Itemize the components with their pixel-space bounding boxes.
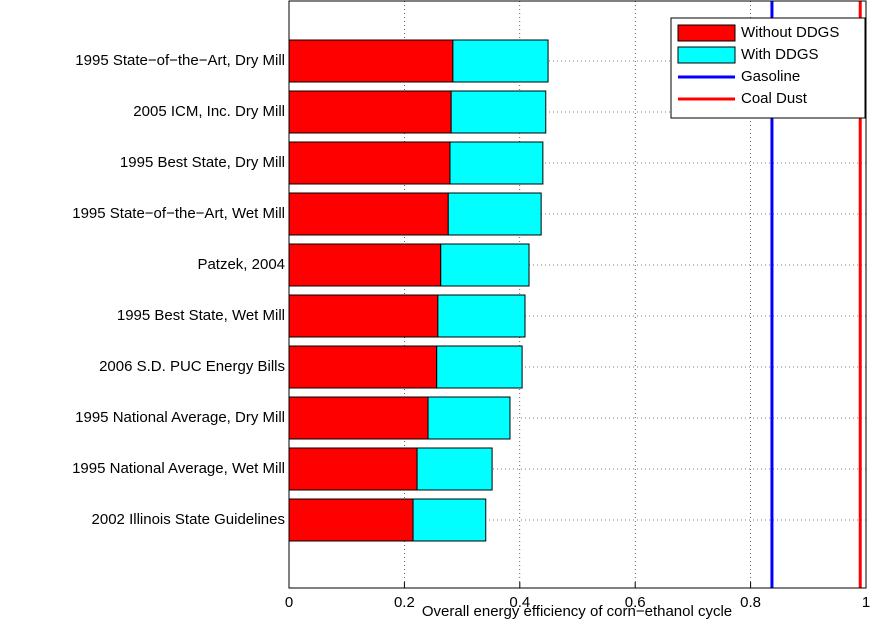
bar	[288, 396, 429, 440]
y-tick-label: Patzek, 2004	[197, 256, 285, 273]
legend-swatch	[677, 46, 736, 64]
bar	[412, 498, 487, 542]
y-tick-label: 1995 State−of−the−Art, Dry Mill	[75, 52, 285, 69]
legend-label: Coal Dust	[741, 90, 808, 107]
bar	[288, 90, 452, 134]
bar	[288, 243, 442, 287]
bar	[288, 192, 449, 236]
plot-frame	[288, 0, 867, 589]
bar	[436, 345, 523, 389]
x-tick-label: 0.2	[394, 594, 415, 611]
x-tick-label: 0.8	[740, 594, 761, 611]
bar	[449, 141, 544, 185]
bar	[288, 498, 414, 542]
bar	[447, 192, 542, 236]
y-tick-label: 1995 Best State, Dry Mill	[120, 154, 285, 171]
bar	[288, 294, 439, 338]
bar	[440, 243, 530, 287]
legend-label: With DDGS	[741, 46, 819, 63]
bar	[288, 345, 438, 389]
y-tick-label: 1995 State−of−the−Art, Wet Mill	[72, 205, 285, 222]
legend-label: Gasoline	[741, 68, 800, 85]
x-tick-label: 0	[285, 594, 293, 611]
bar	[416, 447, 493, 491]
y-tick-label: 1995 National Average, Wet Mill	[72, 460, 285, 477]
legend-swatch	[677, 24, 736, 42]
legend-label: Without DDGS	[741, 24, 839, 41]
y-tick-label: 1995 National Average, Dry Mill	[75, 409, 285, 426]
bar	[288, 141, 451, 185]
bar	[288, 39, 454, 83]
x-tick-label: 0.4	[509, 594, 530, 611]
x-axis-label: Overall energy efficiency of corn−ethano…	[422, 603, 732, 619]
x-tick-label: 0.6	[625, 594, 646, 611]
y-tick-label: 2002 Illinois State Guidelines	[92, 511, 285, 528]
y-tick-label: 2005 ICM, Inc. Dry Mill	[133, 103, 285, 120]
bar	[427, 396, 511, 440]
bar	[450, 90, 547, 134]
bar	[437, 294, 526, 338]
y-tick-label: 1995 Best State, Wet Mill	[117, 307, 285, 324]
bar	[452, 39, 549, 83]
x-tick-label: 1	[862, 594, 870, 611]
bar	[288, 447, 418, 491]
y-tick-label: 2006 S.D. PUC Energy Bills	[99, 358, 285, 375]
